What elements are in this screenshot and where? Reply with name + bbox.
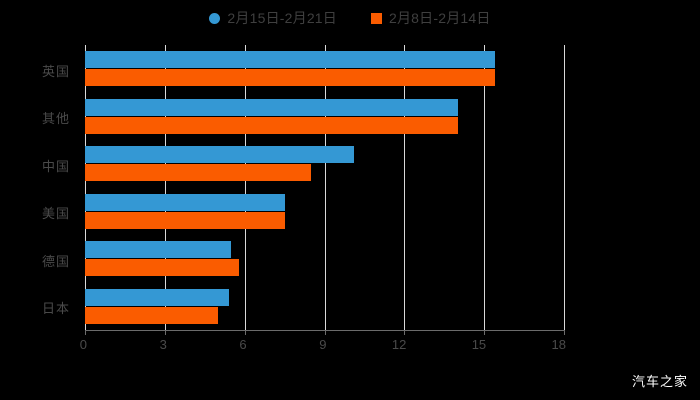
x-axis-tick-18 [564, 330, 565, 335]
gridline-3 [164, 45, 166, 330]
bar-group [85, 51, 564, 87]
bar[interactable] [85, 69, 495, 87]
bar[interactable] [85, 116, 458, 134]
x-tick-label-12: 12 [391, 337, 407, 352]
y-axis-label: 其他 [41, 111, 70, 127]
gridline-9 [324, 45, 326, 330]
x-tick-label-0: 0 [79, 337, 87, 352]
x-axis-tick-0 [85, 330, 86, 335]
x-tick-label-3: 3 [159, 337, 167, 352]
legend-label-series-1: 2月15日-2月21日 [227, 10, 337, 26]
bar[interactable] [85, 164, 312, 182]
bar[interactable] [85, 259, 240, 277]
square-marker-icon [371, 12, 382, 24]
y-axis-label: 德国 [41, 253, 70, 269]
bar-group [85, 288, 564, 324]
watermark: 汽车之家 [631, 374, 688, 389]
gridline-6 [244, 45, 246, 330]
x-axis-tick-3 [164, 330, 166, 335]
x-axis-tick-labels: 0 3 6 9 12 15 18 [0, 337, 700, 357]
y-axis-label: 美国 [41, 206, 70, 222]
legend-item-series-1[interactable]: 2月15日-2月21日 [209, 8, 337, 28]
gridline-15 [484, 45, 486, 330]
x-axis-tick-12 [404, 330, 406, 335]
bar[interactable] [85, 288, 229, 306]
bar[interactable] [85, 241, 232, 259]
y-axis-label: 日本 [41, 301, 70, 317]
chart-legend: 2月15日-2月21日 2月8日-2月14日 [0, 6, 700, 30]
legend-label-series-2: 2月8日-2月14日 [389, 10, 491, 26]
bar-group [85, 241, 564, 277]
x-axis-tick-15 [484, 330, 486, 335]
x-axis-tick-9 [324, 330, 326, 335]
bar-group [85, 98, 564, 134]
bar[interactable] [85, 193, 285, 211]
bar-group [85, 146, 564, 182]
y-axis-label: 英国 [41, 63, 70, 79]
bar[interactable] [85, 306, 219, 324]
circle-marker-icon [209, 12, 221, 24]
x-tick-label-6: 6 [239, 337, 247, 352]
bar[interactable] [85, 146, 354, 164]
x-tick-label-18: 18 [551, 337, 566, 352]
bar[interactable] [85, 98, 458, 116]
y-axis-labels: 英国其他中国美国德国日本 [0, 45, 78, 330]
bar[interactable] [85, 51, 495, 69]
x-tick-label-15: 15 [471, 337, 487, 352]
x-tick-label-9: 9 [319, 337, 327, 352]
bar-group [85, 193, 564, 229]
gridline-12 [404, 45, 406, 330]
y-axis-label: 中国 [41, 158, 70, 174]
legend-item-series-2[interactable]: 2月8日-2月14日 [371, 8, 491, 28]
plot-area [85, 45, 565, 330]
gridline-18 [564, 45, 565, 330]
x-axis-tick-6 [244, 330, 246, 335]
gridline-0 [85, 45, 86, 330]
bar[interactable] [85, 211, 285, 229]
